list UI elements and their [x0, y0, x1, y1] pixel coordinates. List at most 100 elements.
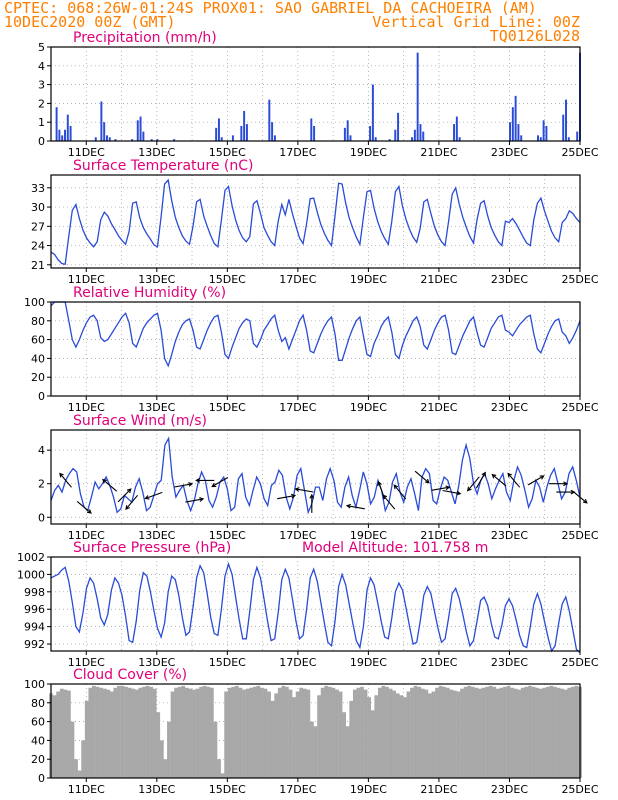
temp-ytick-label: 30: [31, 201, 45, 214]
wind-arrow: [59, 472, 72, 488]
cloud-xtick-label: 15DEC: [209, 783, 246, 796]
precip-bar: [100, 101, 103, 141]
cloud-bar: [231, 686, 236, 778]
cloud-title: Cloud Cover (%): [73, 667, 187, 683]
pressure-ytick-label: 996: [24, 603, 45, 616]
cloud-bar: [460, 688, 464, 778]
wind-xtick-label: 21DEC: [420, 529, 457, 542]
precip-bar: [114, 139, 117, 141]
temp-xtick-label: 19DEC: [350, 273, 387, 286]
cloud-bar: [456, 691, 461, 778]
cloud-bar: [167, 721, 171, 778]
wind-arrow: [414, 470, 430, 484]
cloud-bar: [549, 685, 554, 778]
rh-xtick-label: 19DEC: [350, 401, 387, 414]
cloud-bar: [159, 740, 164, 778]
precip-xtick-label: 19DEC: [350, 146, 387, 159]
cloud-bar: [259, 687, 264, 778]
header-model-id: TQ0126L028: [490, 27, 580, 45]
precip-bar: [215, 127, 218, 141]
pressure-xtick-label: 11DEC: [68, 656, 105, 669]
cloud-bar: [499, 687, 504, 778]
wind-xtick-label: 25DEC: [561, 529, 598, 542]
temp-line: [50, 178, 581, 265]
wind-ytick-label: 2: [38, 478, 45, 491]
cloud-xtick-label: 25DEC: [561, 783, 598, 796]
cloud-bar: [381, 685, 386, 778]
pressure-line: [50, 561, 581, 654]
precip-bar: [240, 125, 243, 141]
wind-panel: 0 2 4 11DEC 13DEC 15DEC 17DEC 19DEC 21DEC 23DEC 25…: [38, 413, 599, 542]
wind-arrow: [211, 477, 229, 488]
pressure-annotation: Model Altitude: 101.758 m: [302, 540, 488, 556]
cloud-bar: [142, 686, 146, 778]
pressure-ytick-label: 1002: [17, 551, 45, 564]
cloud-bar: [295, 691, 300, 778]
cloud-bar: [138, 687, 143, 778]
cloud-bar: [488, 685, 493, 778]
wind-arrow: [277, 493, 297, 500]
precip-bar: [142, 131, 145, 141]
cloud-bar: [327, 686, 332, 778]
wind-arrow: [345, 503, 365, 510]
precip-ytick-label: 0: [38, 135, 45, 148]
cloud-bar: [324, 685, 329, 778]
header-grid-note: Vertical Grid Line: 00Z: [372, 13, 580, 31]
wind-arrow: [382, 494, 396, 510]
precip-bar: [69, 125, 72, 141]
precip-ytick-label: 3: [38, 79, 45, 92]
precip-bar: [156, 139, 159, 141]
cloud-bar: [88, 687, 93, 778]
wind-xtick-label: 19DEC: [350, 529, 387, 542]
cloud-bar: [227, 687, 232, 778]
rh-ytick-label: 100: [24, 296, 45, 309]
precip-bar: [245, 124, 248, 141]
cloud-bar: [242, 689, 246, 778]
precip-bar: [511, 107, 514, 141]
precip-bar: [565, 99, 567, 141]
cloud-bar: [263, 688, 268, 778]
precip-bar: [411, 137, 414, 141]
precip-xtick-label: 15DEC: [209, 146, 246, 159]
precip-bar: [514, 95, 517, 141]
cloud-bar: [553, 686, 557, 778]
precip-bar: [310, 118, 313, 141]
precip-bar: [58, 129, 61, 141]
wind-arrow: [527, 475, 545, 486]
cloud-bar: [510, 687, 514, 778]
cloud-bar: [470, 686, 475, 778]
temp-ytick-label: 24: [31, 240, 45, 253]
cloud-bar: [59, 688, 64, 778]
precip-bar: [66, 114, 69, 141]
wind-arrow: [117, 488, 132, 503]
cloud-bar: [570, 686, 575, 778]
precip-xtick-label: 17DEC: [279, 146, 316, 159]
cloud-bar: [74, 759, 78, 778]
precip-bar: [61, 135, 64, 141]
cloud-bar: [217, 759, 221, 778]
cloud-bar: [438, 685, 443, 778]
cloud-bar: [192, 689, 196, 778]
wind-arrow: [442, 489, 462, 496]
cloud-bar: [117, 685, 121, 778]
precip-bar: [455, 116, 458, 141]
cloud-bar: [356, 687, 361, 778]
cloud-bar: [503, 686, 507, 778]
precip-bar: [576, 131, 579, 141]
wind-arrow: [185, 497, 205, 503]
pressure-panel: 992 994 996 998 1000 1002 11DEC 13DEC 15DEC 17DEC…: [17, 540, 599, 669]
cloud-bar: [249, 687, 254, 778]
precip-ytick-label: 2: [38, 97, 45, 110]
rh-title: Relative Humidity (%): [73, 285, 226, 301]
temp-title: Surface Temperature (nC): [73, 158, 254, 174]
cloud-bar: [270, 700, 275, 778]
cloud-ytick-label: 60: [31, 716, 45, 729]
cloud-bar: [538, 688, 543, 778]
precip-bar: [542, 120, 545, 141]
rh-ytick-label: 40: [31, 352, 45, 365]
wind-arrow: [549, 481, 569, 487]
cloud-bar: [563, 689, 568, 778]
cloud-bar: [556, 687, 561, 778]
rh-xtick-label: 23DEC: [491, 401, 528, 414]
precip-bar: [173, 139, 176, 141]
